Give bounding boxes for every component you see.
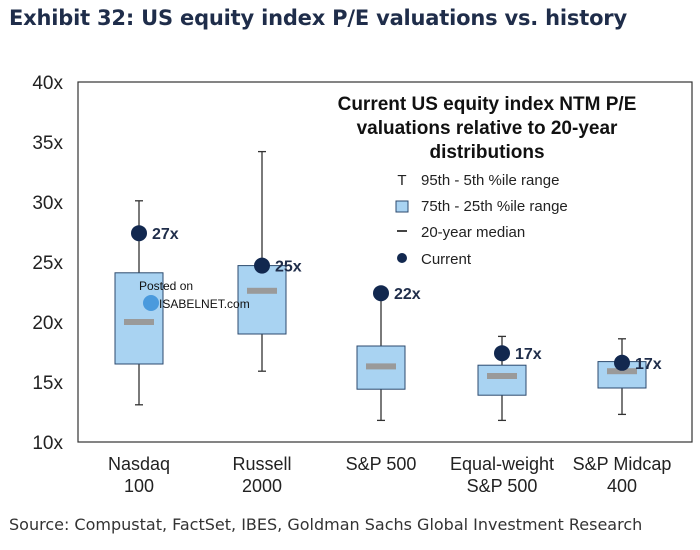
legend: T 95th - 5th %ile range 75th - 25th %ile… bbox=[395, 172, 568, 268]
category-group: 22x bbox=[356, 285, 421, 422]
legend-median-label: 20-year median bbox=[421, 224, 525, 241]
category-label-line-1: Nasdaq bbox=[108, 454, 170, 474]
category-group: 17x bbox=[597, 338, 662, 416]
median-marker bbox=[366, 363, 396, 370]
watermark: Posted on ISABELNET.com bbox=[139, 279, 250, 311]
y-tick-label: 15x bbox=[32, 373, 63, 394]
category-label-line-2: 400 bbox=[607, 476, 637, 496]
legend-current-swatch bbox=[397, 253, 407, 263]
category-label-line-1: Equal-weight bbox=[450, 454, 554, 474]
legend-current-label: Current bbox=[421, 251, 472, 268]
category-label-line-1: Russell bbox=[232, 454, 291, 474]
current-point bbox=[494, 345, 510, 362]
watermark-line-2: ISABELNET.com bbox=[159, 297, 250, 311]
chart-title-line-2: valuations relative to 20-year bbox=[357, 118, 618, 139]
current-point bbox=[131, 225, 147, 242]
chart-title-line-1: Current US equity index NTM P/E bbox=[338, 94, 637, 115]
category-label-line-1: S&P Midcap bbox=[573, 454, 672, 474]
category-group: 17x bbox=[477, 335, 542, 422]
watermark-line-1: Posted on bbox=[139, 279, 193, 293]
median-marker bbox=[124, 319, 154, 325]
category-label-line-1: S&P 500 bbox=[346, 454, 417, 474]
category-label-line-2: S&P 500 bbox=[467, 476, 538, 496]
iqr-box bbox=[114, 272, 164, 365]
legend-whisker-symbol: T bbox=[397, 172, 406, 189]
category-group: 27x bbox=[114, 200, 179, 406]
exhibit-title: Exhibit 32: US equity index P/E valuatio… bbox=[9, 6, 627, 30]
iqr-box bbox=[237, 265, 287, 335]
plot-area bbox=[77, 81, 693, 443]
legend-whisker-label: 95th - 5th %ile range bbox=[421, 172, 559, 189]
current-value-label: 25x bbox=[275, 259, 302, 276]
legend-box-label: 75th - 25th %ile range bbox=[421, 198, 568, 215]
current-point bbox=[373, 285, 389, 302]
current-value-label: 27x bbox=[152, 226, 179, 243]
y-tick-label: 30x bbox=[32, 193, 63, 214]
current-value-label: 17x bbox=[635, 356, 662, 373]
watermark-globe-icon bbox=[143, 295, 159, 311]
median-marker bbox=[607, 368, 637, 375]
category-label-line-2: 100 bbox=[124, 476, 154, 496]
y-tick-label: 10x bbox=[32, 433, 63, 454]
source-note: Source: Compustat, FactSet, IBES, Goldma… bbox=[9, 515, 643, 534]
y-tick-label: 40x bbox=[32, 73, 63, 94]
category-label-line-2: 2000 bbox=[242, 476, 282, 496]
median-marker bbox=[247, 287, 277, 294]
current-point bbox=[254, 257, 270, 274]
y-tick-label: 35x bbox=[32, 133, 63, 154]
current-value-label: 17x bbox=[515, 346, 542, 363]
chart-title-line-3: distributions bbox=[429, 142, 544, 163]
y-tick-label: 25x bbox=[32, 253, 63, 274]
category-group: 25x bbox=[237, 150, 302, 372]
current-point bbox=[614, 354, 630, 371]
current-value-label: 22x bbox=[394, 286, 421, 303]
iqr-box bbox=[477, 364, 527, 396]
legend-box-swatch bbox=[395, 200, 409, 213]
y-tick-label: 20x bbox=[32, 313, 63, 334]
median-marker bbox=[487, 373, 517, 379]
